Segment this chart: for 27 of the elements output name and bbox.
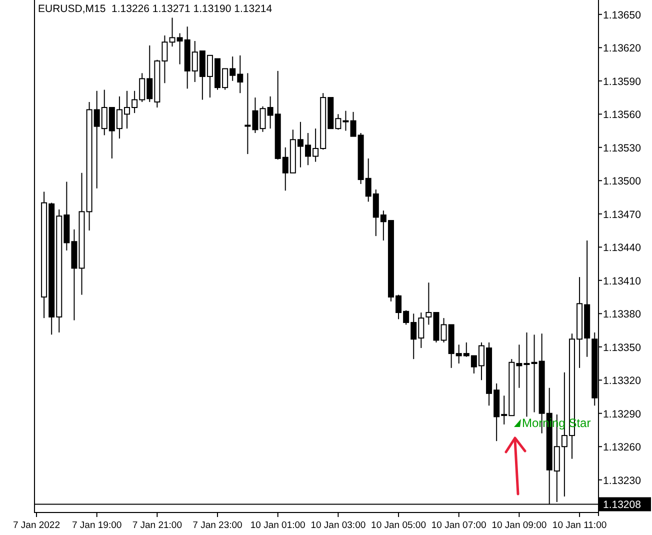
y-tick-label: 1.13590 <box>603 76 642 88</box>
y-tick-label: 1.13380 <box>603 308 642 321</box>
x-tick-label: 10 Jan 07:00 <box>431 520 486 531</box>
x-tick-label: 10 Jan 09:00 <box>492 520 547 531</box>
ref-line-label: 1.13208 <box>603 499 642 512</box>
y-tick-label: 1.13560 <box>603 109 642 122</box>
y-tick-label: 1.13410 <box>603 275 642 288</box>
y-tick-label: 1.13470 <box>603 208 642 221</box>
x-tick-label: 7 Jan 21:00 <box>132 520 182 531</box>
x-tick-label: 10 Jan 11:00 <box>552 520 607 531</box>
x-tick-label: 10 Jan 03:00 <box>310 520 366 531</box>
x-tick-label: 7 Jan 2022 <box>12 520 60 531</box>
y-tick-label: 1.13290 <box>603 408 642 420</box>
y-tick-label: 1.13260 <box>603 442 642 454</box>
y-tick-label: 1.13650 <box>603 9 642 22</box>
y-tick-label: 1.13440 <box>603 242 642 254</box>
y-tick-label: 1.13320 <box>603 375 642 388</box>
y-tick-label: 1.13500 <box>603 176 642 188</box>
y-tick-label: 1.13620 <box>603 42 642 55</box>
y-tick-label: 1.13230 <box>603 474 642 487</box>
x-tick-label: 10 Jan 05:00 <box>371 520 426 531</box>
y-tick-label: 1.13530 <box>603 142 642 154</box>
x-tick-label: 10 Jan 01:00 <box>250 520 306 531</box>
x-tick-label: 7 Jan 19:00 <box>72 520 122 531</box>
y-tick-label: 1.13350 <box>603 342 642 354</box>
chart-title: EURUSD,M15 1.13226 1.13271 1.13190 1.13214 <box>38 3 272 15</box>
x-tick-label: 7 Jan 23:00 <box>192 520 242 531</box>
